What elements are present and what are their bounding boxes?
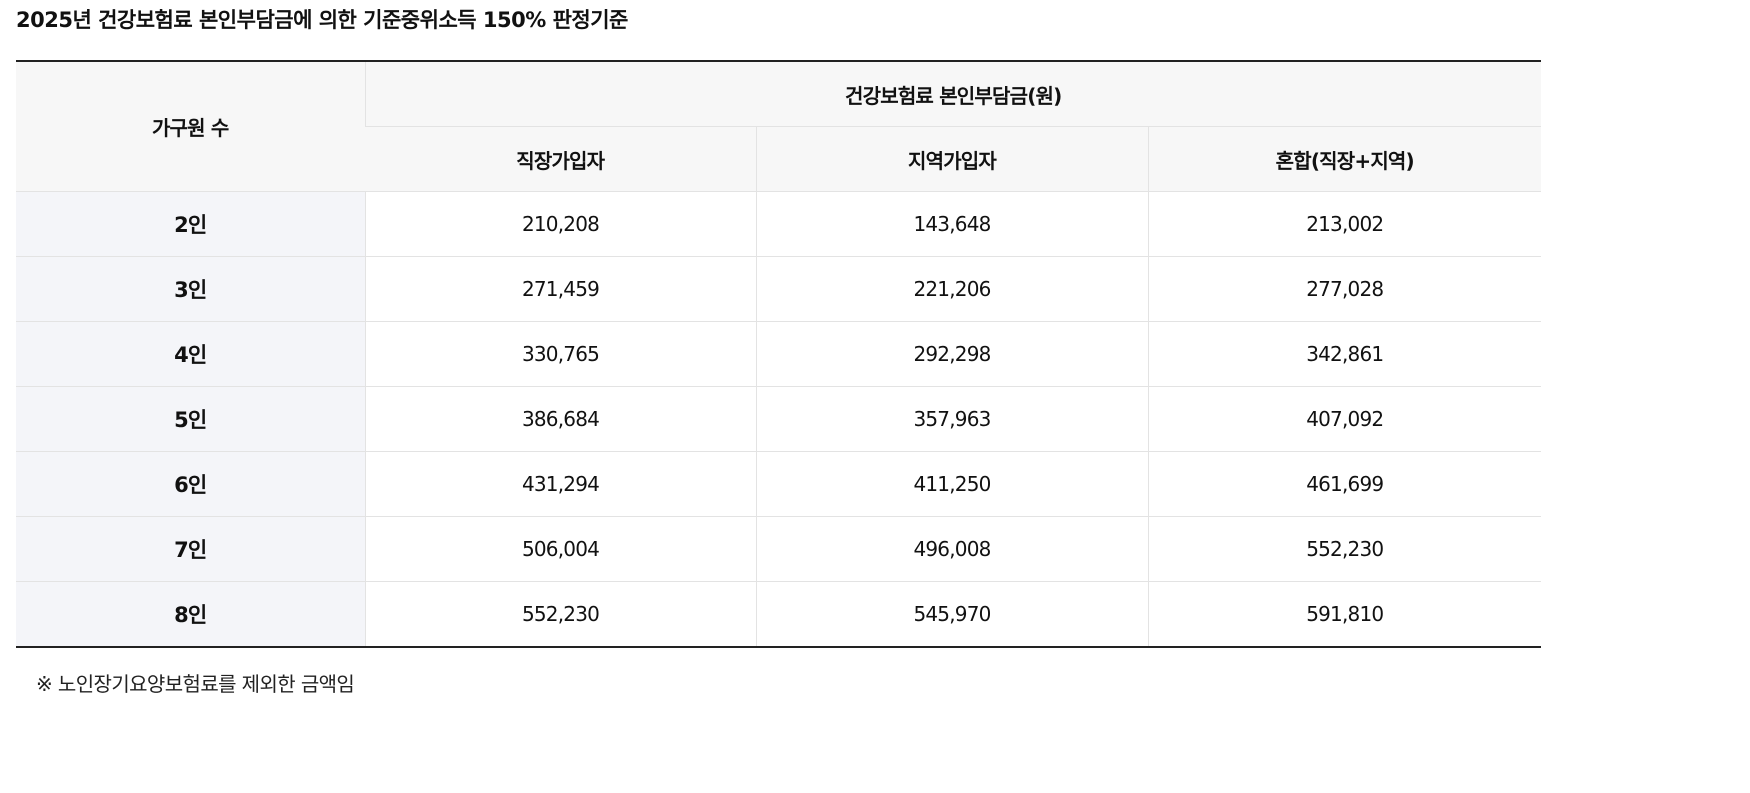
row-label: 7인 bbox=[16, 516, 365, 582]
cell-mixed: 407,092 bbox=[1147, 386, 1542, 452]
cell-employee: 210,208 bbox=[364, 191, 756, 257]
row-label: 5인 bbox=[16, 386, 365, 452]
row-label: 2인 bbox=[16, 191, 365, 257]
cell-employee: 271,459 bbox=[364, 256, 756, 322]
cell-employee: 386,684 bbox=[364, 386, 756, 452]
cell-mixed: 461,699 bbox=[1147, 451, 1542, 517]
cell-regional: 545,970 bbox=[755, 581, 1148, 647]
header-row-2: 직장가입자 지역가입자 혼합(직장+지역) bbox=[16, 126, 1542, 192]
criteria-table-container: 가구원 수 건강보험료 본인부담금(원) 직장가입자 지역가입자 혼합(직장+지… bbox=[16, 60, 1542, 648]
row-label: 8인 bbox=[16, 581, 365, 647]
table-header: 가구원 수 건강보험료 본인부담금(원) 직장가입자 지역가입자 혼합(직장+지… bbox=[16, 61, 1542, 192]
cell-mixed: 342,861 bbox=[1147, 321, 1542, 387]
table-row: 5인 386,684 357,963 407,092 bbox=[16, 386, 1542, 452]
row-label: 4인 bbox=[16, 321, 365, 387]
cell-regional: 292,298 bbox=[755, 321, 1148, 387]
header-mixed-subscriber: 혼합(직장+지역) bbox=[1147, 126, 1542, 192]
header-household-count: 가구원 수 bbox=[16, 61, 365, 192]
header-employee-subscriber: 직장가입자 bbox=[365, 126, 756, 192]
cell-regional: 143,648 bbox=[755, 191, 1148, 257]
page-title: 2025년 건강보험료 본인부담금에 의한 기준중위소득 150% 판정기준 bbox=[16, 8, 628, 32]
table-row: 2인 210,208 143,648 213,002 bbox=[16, 191, 1542, 257]
header-premium-group: 건강보험료 본인부담금(원) bbox=[364, 61, 1542, 127]
cell-mixed: 213,002 bbox=[1147, 191, 1542, 257]
cell-regional: 357,963 bbox=[755, 386, 1148, 452]
header-row-1: 가구원 수 건강보험료 본인부담금(원) bbox=[16, 61, 1542, 192]
row-label: 3인 bbox=[16, 256, 365, 322]
cell-regional: 221,206 bbox=[755, 256, 1148, 322]
cell-mixed: 552,230 bbox=[1147, 516, 1542, 582]
cell-employee: 431,294 bbox=[364, 451, 756, 517]
cell-mixed: 591,810 bbox=[1147, 581, 1542, 647]
cell-regional: 496,008 bbox=[755, 516, 1148, 582]
footnote: ※ 노인장기요양보험료를 제외한 금액임 bbox=[36, 672, 355, 696]
row-label: 6인 bbox=[16, 451, 365, 517]
cell-employee: 552,230 bbox=[364, 581, 756, 647]
cell-regional: 411,250 bbox=[755, 451, 1148, 517]
header-regional-subscriber: 지역가입자 bbox=[755, 126, 1148, 192]
table-body: 2인 210,208 143,648 213,002 3인 271,459 22… bbox=[16, 191, 1542, 647]
table-row: 7인 506,004 496,008 552,230 bbox=[16, 516, 1542, 582]
table-row: 6인 431,294 411,250 461,699 bbox=[16, 451, 1542, 517]
cell-employee: 330,765 bbox=[364, 321, 756, 387]
table-row: 8인 552,230 545,970 591,810 bbox=[16, 581, 1542, 647]
cell-mixed: 277,028 bbox=[1147, 256, 1542, 322]
criteria-table: 가구원 수 건강보험료 본인부담금(원) 직장가입자 지역가입자 혼합(직장+지… bbox=[16, 60, 1542, 648]
cell-employee: 506,004 bbox=[364, 516, 756, 582]
table-row: 3인 271,459 221,206 277,028 bbox=[16, 256, 1542, 322]
table-row: 4인 330,765 292,298 342,861 bbox=[16, 321, 1542, 387]
